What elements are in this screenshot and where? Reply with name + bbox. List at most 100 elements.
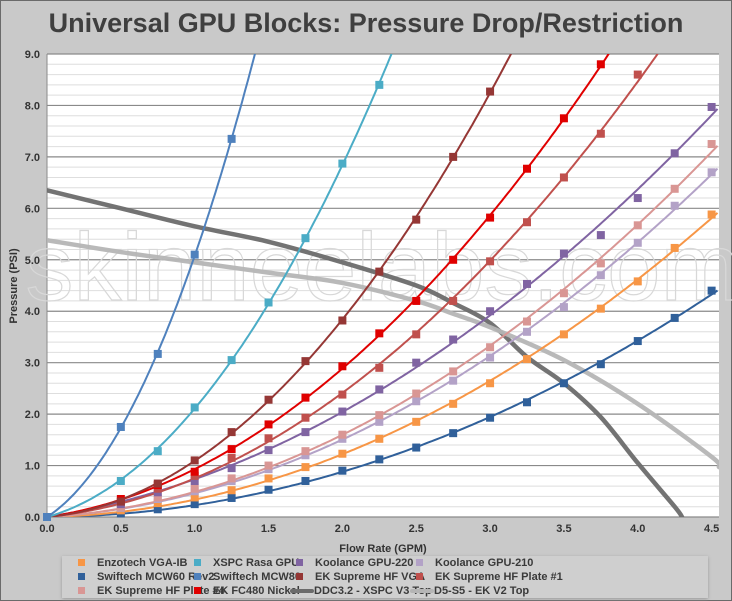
x-tick-label: 4.0 xyxy=(630,523,645,535)
marker-ek-fc480-nickel xyxy=(375,329,384,338)
marker-swiftech-mcw80 xyxy=(227,134,236,143)
legend-label: Enzotech VGA-IB xyxy=(97,557,188,569)
marker-ek-supreme-hf-plate-1 xyxy=(559,173,568,182)
marker-ek-supreme-hf-vga xyxy=(301,357,310,366)
legend-label: EK Supreme HF Plate #4 xyxy=(97,585,225,597)
marker-ek-supreme-hf-plate-4 xyxy=(190,484,199,493)
marker-ek-supreme-hf-plate-4 xyxy=(449,367,458,376)
legend-swatch xyxy=(296,559,303,566)
marker-ek-supreme-hf-plate-1 xyxy=(486,257,495,266)
marker-koolance-gpu-220 xyxy=(375,385,384,394)
marker-enzotech-vga-ib xyxy=(670,243,679,252)
marker-ek-fc480-nickel xyxy=(264,420,273,429)
y-tick-label: 2.0 xyxy=(25,409,40,421)
marker-ek-supreme-hf-plate-1 xyxy=(264,434,273,443)
y-tick-label: 1.0 xyxy=(25,461,40,473)
marker-ek-fc480-nickel xyxy=(412,296,421,305)
marker-koolance-gpu-220 xyxy=(559,249,568,258)
y-tick-label: 7.0 xyxy=(25,152,40,164)
marker-swiftech-mcw60-rev2 xyxy=(375,455,384,464)
y-tick-label: 5.0 xyxy=(25,255,40,267)
marker-koolance-gpu-220 xyxy=(449,335,458,344)
marker-xspc-rasa-gpu xyxy=(301,234,310,243)
marker-swiftech-mcw60-rev2 xyxy=(486,413,495,422)
legend-label: D5-S5 - EK V2 Top xyxy=(434,585,530,597)
marker-koolance-gpu-210 xyxy=(486,353,495,362)
marker-swiftech-mcw80 xyxy=(153,349,162,358)
marker-ek-supreme-hf-plate-1 xyxy=(301,413,310,422)
marker-koolance-gpu-220 xyxy=(264,446,273,455)
marker-koolance-gpu-210 xyxy=(670,201,679,210)
marker-enzotech-vga-ib xyxy=(227,486,236,495)
y-tick-label: 6.0 xyxy=(25,203,40,215)
y-tick-label: 4.0 xyxy=(25,306,40,318)
pump-curve-d5-s5-ek-v2-top xyxy=(47,237,719,470)
marker-ek-fc480-nickel xyxy=(301,393,310,402)
marker-swiftech-mcw60-rev2 xyxy=(559,379,568,388)
marker-xspc-rasa-gpu xyxy=(375,80,384,89)
legend-swatch xyxy=(78,559,85,566)
marker-ek-supreme-hf-plate-1 xyxy=(596,129,605,138)
marker-ek-supreme-hf-vga xyxy=(412,215,421,224)
marker-ek-supreme-hf-plate-4 xyxy=(227,474,236,483)
marker-ek-supreme-hf-vga xyxy=(190,456,199,465)
marker-ek-supreme-hf-plate-4 xyxy=(596,259,605,268)
marker-koolance-gpu-220 xyxy=(596,231,605,240)
marker-ek-supreme-hf-plate-1 xyxy=(190,471,199,480)
marker-ek-supreme-hf-plate-4 xyxy=(633,221,642,230)
marker-koolance-gpu-220 xyxy=(707,102,716,111)
legend-label: XSPC Rasa GPU xyxy=(213,557,300,569)
marker-ek-fc480-nickel xyxy=(227,445,236,454)
marker-ek-supreme-hf-vga xyxy=(486,87,495,96)
marker-ek-supreme-hf-plate-4 xyxy=(707,140,716,149)
marker-ek-supreme-hf-vga xyxy=(338,316,347,325)
x-tick-label: 1.0 xyxy=(187,523,202,535)
marker-ek-supreme-hf-plate-4 xyxy=(153,493,162,502)
legend-swatch xyxy=(78,587,85,594)
marker-ek-supreme-hf-vga xyxy=(153,479,162,488)
marker-ek-supreme-hf-vga xyxy=(375,267,384,276)
marker-koolance-gpu-220 xyxy=(301,428,310,437)
marker-ek-supreme-hf-plate-1 xyxy=(523,218,531,227)
marker-koolance-gpu-210 xyxy=(559,303,568,312)
marker-koolance-gpu-210 xyxy=(449,376,458,385)
x-tick-label: 1.5 xyxy=(261,523,276,535)
marker-xspc-rasa-gpu xyxy=(190,403,199,412)
legend-swatch xyxy=(416,559,423,566)
marker-swiftech-mcw60-rev2 xyxy=(523,398,531,407)
marker-enzotech-vga-ib xyxy=(264,474,273,483)
marker-ek-supreme-hf-plate-4 xyxy=(375,411,384,420)
legend-swatch xyxy=(296,573,303,580)
marker-ek-supreme-hf-vga xyxy=(227,428,236,437)
marker-ek-supreme-hf-plate-4 xyxy=(670,184,679,193)
marker-swiftech-mcw60-rev2 xyxy=(301,476,310,485)
marker-xspc-rasa-gpu xyxy=(153,447,162,456)
marker-koolance-gpu-210 xyxy=(707,168,716,177)
marker-ek-supreme-hf-plate-1 xyxy=(449,296,458,305)
x-tick-label: 2.5 xyxy=(409,523,424,535)
marker-swiftech-mcw60-rev2 xyxy=(227,493,236,502)
marker-enzotech-vga-ib xyxy=(633,277,642,286)
legend-swatch xyxy=(194,587,201,594)
x-tick-label: 0.5 xyxy=(113,523,128,535)
y-tick-label: 9.0 xyxy=(25,49,40,61)
y-tick-label: 3.0 xyxy=(25,358,40,370)
marker-koolance-gpu-220 xyxy=(633,194,642,203)
marker-swiftech-mcw80 xyxy=(116,422,125,431)
marker-koolance-gpu-220 xyxy=(412,358,421,367)
marker-xspc-rasa-gpu xyxy=(264,298,273,307)
marker-swiftech-mcw60-rev2 xyxy=(338,466,347,475)
marker-ek-supreme-hf-vga xyxy=(449,152,458,161)
marker-enzotech-vga-ib xyxy=(523,355,531,364)
marker-swiftech-mcw60-rev2 xyxy=(633,337,642,346)
legend-label: DDC3.2 - XSPC V3 Top xyxy=(314,585,432,597)
marker-swiftech-mcw60-rev2 xyxy=(264,485,273,494)
marker-ek-supreme-hf-plate-1 xyxy=(633,70,642,79)
marker-koolance-gpu-220 xyxy=(670,149,679,158)
marker-xspc-rasa-gpu xyxy=(338,159,347,168)
legend-label: Swiftech MCW60 Rev2 xyxy=(97,571,215,583)
legend-swatch xyxy=(78,573,85,580)
marker-koolance-gpu-210 xyxy=(412,397,421,406)
marker-enzotech-vga-ib xyxy=(375,434,384,443)
